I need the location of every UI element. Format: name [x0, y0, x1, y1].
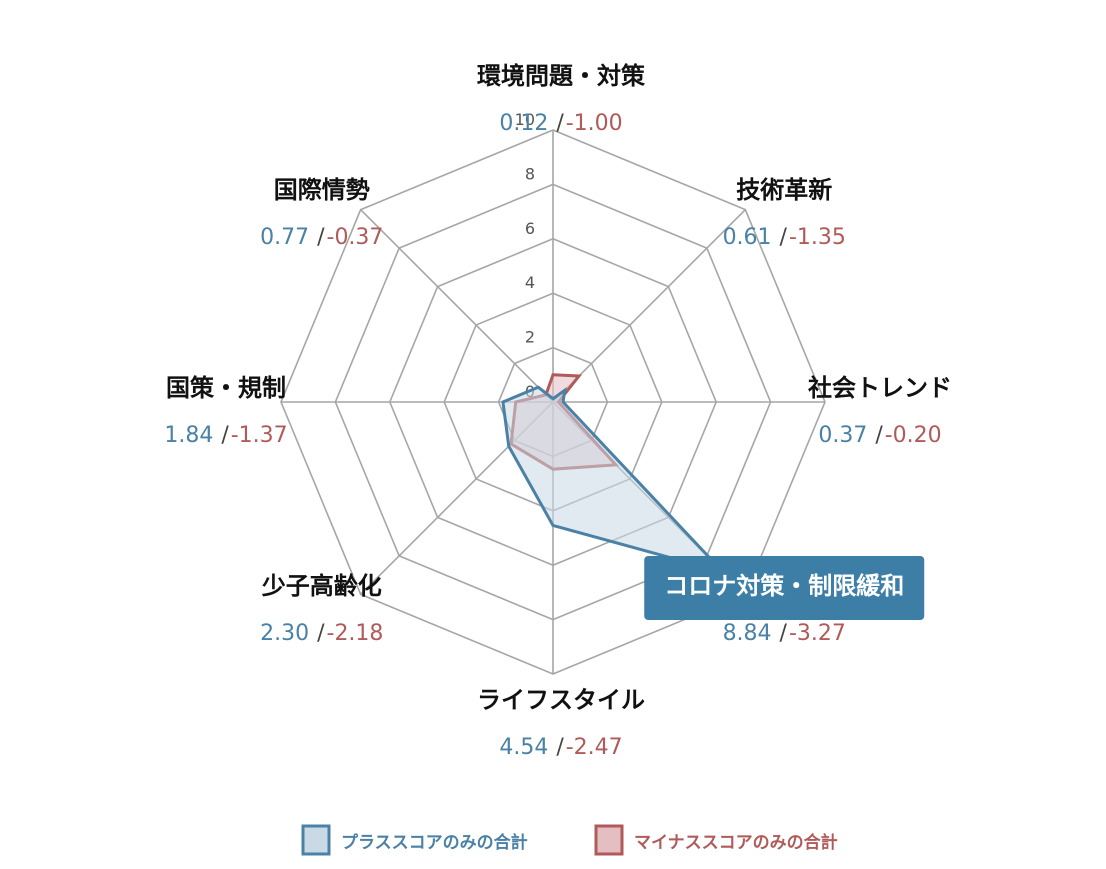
- plus-value-label: 4.54: [499, 735, 548, 760]
- minus-value-label: -2.18: [327, 621, 384, 646]
- minus-value-label: -2.47: [566, 735, 623, 760]
- tick-label: 8: [525, 164, 535, 183]
- minus-value-label: -3.27: [789, 621, 846, 646]
- minus-value-label: -0.37: [327, 225, 384, 250]
- category-highlight-box: [644, 555, 925, 620]
- value-separator: /: [221, 423, 229, 448]
- category-label: 社会トレンド: [808, 374, 952, 402]
- category-label: ライフスタイル: [477, 686, 645, 714]
- category-label: 環境問題・対策: [477, 62, 646, 90]
- legend-label-minus: マイナススコアのみの合計: [634, 832, 838, 853]
- legend-label-plus: プラススコアのみの合計: [341, 832, 528, 853]
- minus-value-label: -0.20: [885, 423, 942, 448]
- legend-swatch-minus: [594, 824, 624, 856]
- tick-label: 2: [525, 328, 535, 347]
- category-labels: 環境問題・対策0.12/-1.00技術革新0.61/-1.35社会トレンド0.3…: [164, 62, 952, 760]
- plus-value-label: 0.12: [499, 111, 548, 136]
- value-separator: /: [780, 225, 788, 250]
- legend-swatch-plus: [301, 824, 331, 856]
- tick-label: 10: [515, 110, 535, 129]
- category-label: 少子高齢化: [261, 572, 382, 600]
- plus-value-label: 0.37: [818, 423, 867, 448]
- radar-ticks: 0246810: [515, 110, 535, 401]
- tick-label: 4: [525, 273, 535, 292]
- minus-value-label: -1.37: [231, 423, 288, 448]
- category-label: 国策・規制: [166, 374, 286, 402]
- grid-spoke: [360, 209, 554, 403]
- plus-value-label: 0.77: [260, 225, 309, 250]
- plus-value-label: 0.61: [723, 225, 772, 250]
- minus-value-label: -1.00: [566, 111, 623, 136]
- value-separator: /: [317, 621, 325, 646]
- plus-value-label: 1.84: [164, 423, 213, 448]
- legend: プラススコアのみの合計 マイナススコアのみの合計: [301, 824, 838, 856]
- category-label: コロナ対策・制限緩和: [664, 572, 904, 600]
- tick-label: 6: [525, 219, 535, 238]
- value-separator: /: [556, 735, 564, 760]
- category-label: 技術革新: [736, 176, 832, 204]
- minus-value-label: -1.35: [789, 225, 846, 250]
- series-plus-area: [501, 385, 728, 575]
- value-separator: /: [780, 621, 788, 646]
- grid-spoke: [552, 209, 746, 403]
- value-separator: /: [875, 423, 883, 448]
- value-separator: /: [317, 225, 325, 250]
- category-label: 国際情勢: [274, 176, 370, 204]
- radar-series: [501, 373, 728, 575]
- value-separator: /: [556, 111, 564, 136]
- plus-value-label: 8.84: [723, 621, 772, 646]
- plus-value-label: 2.30: [260, 621, 309, 646]
